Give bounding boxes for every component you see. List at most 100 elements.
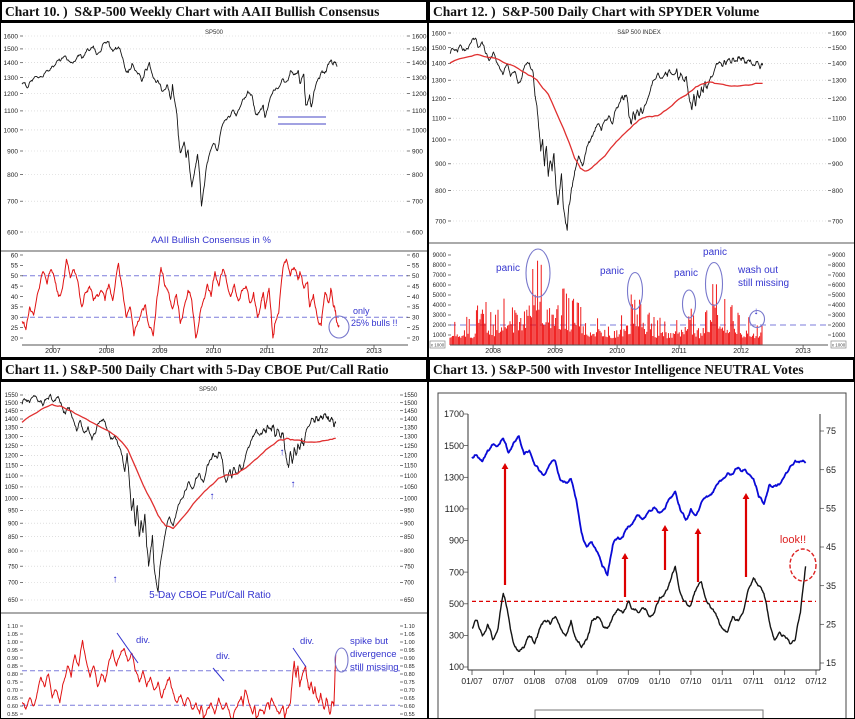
svg-text:01/11: 01/11: [712, 676, 733, 686]
chart10-title: Chart 10. ) S&P-500 Weekly Chart with AA…: [0, 0, 428, 22]
svg-text:1200: 1200: [5, 454, 19, 460]
svg-text:still missing: still missing: [738, 278, 789, 289]
chart13-canvas: 1700 1500 1300 1100 900 700 500 300 100 75 65 55 45 3…: [428, 381, 855, 719]
svg-text:100: 100: [449, 662, 464, 672]
svg-text:20: 20: [11, 335, 19, 342]
svg-text:panic: panic: [703, 247, 727, 258]
svg-text:9000: 9000: [832, 253, 846, 259]
svg-text:x 1000: x 1000: [431, 343, 445, 348]
svg-text:1250: 1250: [404, 444, 418, 450]
svg-text:35: 35: [11, 304, 19, 311]
chart12-title: Chart 12. ) S&P-500 Daily Chart with SPY…: [428, 0, 855, 22]
svg-text:SP500: SP500: [205, 30, 224, 36]
svg-text:3000: 3000: [832, 313, 846, 319]
svg-text:1000: 1000: [432, 137, 447, 144]
svg-text:div.: div.: [136, 635, 150, 646]
svg-text:750: 750: [404, 564, 415, 570]
svg-text:700: 700: [7, 199, 18, 206]
svg-text:45: 45: [826, 542, 836, 552]
svg-text:07/12: 07/12: [805, 676, 827, 686]
svg-text:07/10: 07/10: [680, 676, 702, 686]
svg-text:still missing: still missing: [350, 662, 399, 673]
svg-text:0.55: 0.55: [404, 712, 415, 718]
svg-text:div.: div.: [216, 651, 230, 662]
svg-text:1600: 1600: [412, 33, 427, 40]
svg-text:0.85: 0.85: [7, 664, 18, 670]
svg-text:60: 60: [11, 252, 19, 259]
svg-text:60: 60: [412, 252, 420, 259]
svg-text:1500: 1500: [444, 441, 464, 451]
svg-text:1.05: 1.05: [404, 632, 415, 638]
svg-text:↑: ↑: [210, 491, 215, 502]
svg-text:3000: 3000: [433, 313, 447, 319]
svg-text:1.05: 1.05: [7, 632, 18, 638]
svg-text:0.85: 0.85: [404, 664, 415, 670]
svg-text:1000: 1000: [832, 333, 846, 339]
svg-text:900: 900: [7, 148, 18, 155]
svg-text:600: 600: [412, 229, 423, 236]
svg-text:0.60: 0.60: [7, 704, 18, 710]
svg-text:900: 900: [8, 521, 19, 527]
svg-text:1.10: 1.10: [404, 624, 415, 630]
svg-text:1000: 1000: [4, 127, 19, 134]
svg-text:0.55: 0.55: [7, 712, 18, 718]
svg-text:1050: 1050: [404, 485, 418, 491]
svg-text:1200: 1200: [432, 96, 447, 103]
svg-text:look!!: look!!: [780, 534, 806, 546]
svg-text:5000: 5000: [832, 293, 846, 299]
svg-text:1550: 1550: [5, 393, 19, 399]
svg-text:2010: 2010: [206, 348, 222, 355]
svg-text:20: 20: [412, 335, 420, 342]
svg-text:1500: 1500: [832, 45, 847, 52]
svg-text:55: 55: [412, 263, 420, 270]
svg-text:1500: 1500: [5, 401, 19, 407]
svg-text:4000: 4000: [433, 303, 447, 309]
svg-text:1400: 1400: [832, 61, 847, 68]
svg-text:50: 50: [11, 273, 19, 280]
chart10-canvas: 1600 1500 1400 1300 1200 1100 1000 900 800 700 600…: [0, 22, 428, 358]
svg-text:0.95: 0.95: [404, 648, 415, 654]
svg-text:1600: 1600: [4, 33, 19, 40]
svg-text:0.70: 0.70: [404, 688, 415, 694]
svg-text:1300: 1300: [432, 78, 447, 85]
svg-text:1300: 1300: [404, 435, 418, 441]
svg-text:65: 65: [826, 465, 836, 475]
svg-text:div.: div.: [300, 636, 314, 647]
svg-text:700: 700: [449, 567, 464, 577]
svg-text:1300: 1300: [4, 75, 19, 82]
svg-text:0.75: 0.75: [7, 680, 18, 686]
svg-text:07/09: 07/09: [618, 676, 640, 686]
svg-text:01/12: 01/12: [774, 676, 796, 686]
svg-text:0.90: 0.90: [7, 656, 18, 662]
svg-text:1.00: 1.00: [404, 640, 415, 646]
svg-text:30: 30: [11, 315, 19, 322]
svg-text:1400: 1400: [412, 60, 427, 67]
svg-text:1100: 1100: [5, 474, 19, 480]
svg-text:800: 800: [7, 172, 18, 179]
svg-text:1000: 1000: [5, 497, 19, 503]
svg-text:2007: 2007: [45, 348, 61, 355]
svg-text:600: 600: [7, 229, 18, 236]
svg-text:25: 25: [412, 325, 420, 332]
svg-text:8000: 8000: [832, 263, 846, 269]
svg-text:1.00: 1.00: [7, 640, 18, 646]
svg-text:55: 55: [11, 263, 19, 270]
svg-text:1700: 1700: [444, 409, 464, 419]
svg-text:1450: 1450: [5, 409, 19, 415]
svg-text:4000: 4000: [832, 303, 846, 309]
chart11-quadrant: Chart 11. ) S&P-500 Daily Chart with 5-D…: [0, 358, 428, 719]
svg-text:7000: 7000: [433, 273, 447, 279]
svg-text:0.60: 0.60: [404, 704, 415, 710]
svg-text:850: 850: [404, 535, 415, 541]
svg-text:700: 700: [412, 199, 423, 206]
svg-text:950: 950: [8, 509, 19, 515]
svg-text:2011: 2011: [672, 348, 687, 355]
svg-text:650: 650: [8, 598, 19, 604]
chart12-quadrant: Chart 12. ) S&P-500 Daily Chart with SPY…: [428, 0, 855, 358]
svg-text:1350: 1350: [5, 426, 19, 432]
svg-text:950: 950: [404, 509, 415, 515]
svg-text:700: 700: [404, 581, 415, 587]
svg-text:900: 900: [449, 536, 464, 546]
svg-text:800: 800: [404, 549, 415, 555]
svg-text:1100: 1100: [412, 108, 426, 115]
